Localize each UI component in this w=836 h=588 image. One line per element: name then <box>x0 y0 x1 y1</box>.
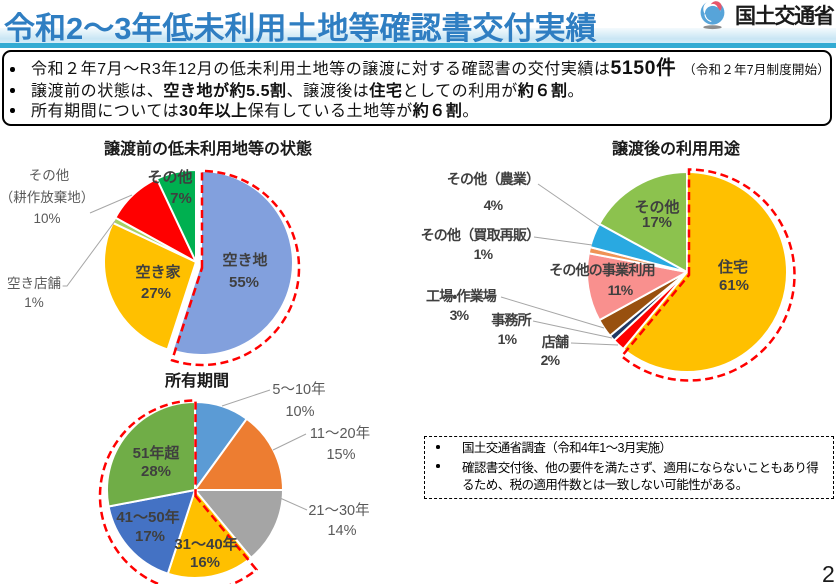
svg-text:7%: 7% <box>170 190 192 207</box>
svg-text:譲渡後の利用用途: 譲渡後の利用用途 <box>612 139 740 158</box>
svg-text:27%: 27% <box>141 285 171 302</box>
svg-text:事務所: 事務所 <box>491 312 531 328</box>
svg-text:その他（農業）: その他（農業） <box>447 171 539 187</box>
svg-text:譲渡前の低未利用地等の状態: 譲渡前の低未利用地等の状態 <box>104 139 312 158</box>
svg-text:15%: 15% <box>326 447 355 463</box>
svg-text:10%: 10% <box>285 404 314 420</box>
svg-text:（耕作放棄地）: （耕作放棄地） <box>0 189 94 205</box>
svg-text:空き店舗: 空き店舗 <box>7 276 61 291</box>
svg-text:10%: 10% <box>33 211 60 226</box>
svg-text:3%: 3% <box>450 307 470 323</box>
svg-text:21～30年: 21～30年 <box>308 502 369 519</box>
svg-text:所有期間: 所有期間 <box>164 371 229 390</box>
svg-text:1%: 1% <box>474 246 494 262</box>
svg-text:工場・作業場: 工場・作業場 <box>426 288 497 304</box>
svg-text:その他: その他 <box>29 168 70 183</box>
svg-text:空き地: 空き地 <box>222 251 267 269</box>
svg-text:5～10年: 5～10年 <box>272 381 325 398</box>
svg-text:空き家: 空き家 <box>135 263 180 281</box>
svg-text:16%: 16% <box>190 554 220 571</box>
svg-text:41～50年: 41～50年 <box>116 508 179 526</box>
svg-text:その他: その他 <box>147 168 192 186</box>
svg-text:その他（買取再販）: その他（買取再販） <box>421 227 540 243</box>
svg-text:その他: その他 <box>634 198 679 216</box>
svg-text:2%: 2% <box>541 352 561 368</box>
svg-text:住宅: 住宅 <box>717 258 748 276</box>
svg-text:28%: 28% <box>141 463 171 480</box>
svg-text:55%: 55% <box>229 274 259 291</box>
svg-text:17%: 17% <box>135 528 165 545</box>
svg-text:61%: 61% <box>719 277 749 294</box>
svg-text:11～20年: 11～20年 <box>310 425 370 442</box>
svg-text:31～40年: 31～40年 <box>174 535 237 553</box>
svg-text:店舗: 店舗 <box>542 334 569 350</box>
svg-text:14%: 14% <box>327 523 356 539</box>
svg-text:51年超: 51年超 <box>133 444 181 462</box>
svg-text:11%: 11% <box>608 282 634 298</box>
svg-text:1%: 1% <box>498 331 518 347</box>
svg-text:その他の事業利用: その他の事業利用 <box>549 262 655 278</box>
svg-text:17%: 17% <box>642 214 672 231</box>
svg-text:1%: 1% <box>24 295 44 310</box>
svg-text:4%: 4% <box>484 197 504 213</box>
